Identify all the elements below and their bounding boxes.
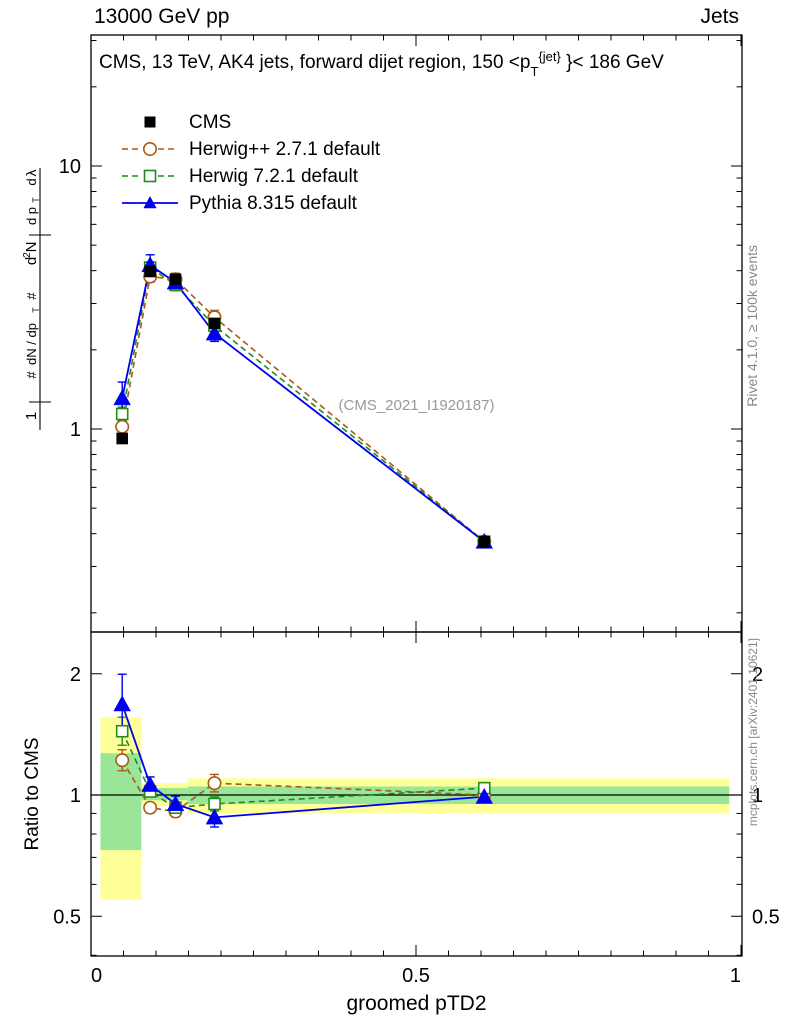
svg-text:1: 1 bbox=[70, 785, 81, 807]
svg-text:CMS: CMS bbox=[189, 112, 231, 133]
svg-text:2: 2 bbox=[70, 664, 81, 686]
svg-text:N: N bbox=[23, 242, 40, 253]
svg-text:Rivet 4.1.0, ≥ 100k events: Rivet 4.1.0, ≥ 100k events bbox=[744, 245, 760, 407]
svg-text:1: 1 bbox=[730, 965, 741, 987]
svg-text:0.5: 0.5 bbox=[53, 906, 81, 928]
svg-text:0.5: 0.5 bbox=[752, 906, 780, 928]
svg-text:dN / dp: dN / dp bbox=[24, 323, 39, 365]
svg-text:d: d bbox=[24, 178, 39, 185]
svg-text:groomed pTD2: groomed pTD2 bbox=[346, 992, 486, 1015]
svg-text:Herwig++ 2.7.1 default: Herwig++ 2.7.1 default bbox=[189, 139, 381, 160]
svg-text:Pythia 8.315 default: Pythia 8.315 default bbox=[189, 193, 358, 214]
svg-text:0.5: 0.5 bbox=[402, 965, 430, 987]
svg-text:0: 0 bbox=[91, 965, 102, 987]
svg-text:10: 10 bbox=[59, 156, 81, 178]
svg-text:Jets: Jets bbox=[700, 5, 739, 28]
svg-text:Ratio to CMS: Ratio to CMS bbox=[22, 738, 43, 851]
svg-text:1: 1 bbox=[23, 412, 40, 420]
svg-text:13000 GeV pp: 13000 GeV pp bbox=[94, 5, 229, 28]
svg-text:1: 1 bbox=[70, 419, 81, 441]
svg-text:Herwig 7.2.1 default: Herwig 7.2.1 default bbox=[189, 166, 359, 187]
svg-text:(CMS_2021_I1920187): (CMS_2021_I1920187) bbox=[339, 397, 495, 414]
svg-text:#: # bbox=[24, 292, 39, 300]
svg-text:#: # bbox=[24, 371, 39, 379]
svg-text:mcplots.cern.ch [arXiv:2401.10: mcplots.cern.ch [arXiv:2401.10621] bbox=[746, 638, 760, 826]
svg-text:T: T bbox=[31, 197, 41, 203]
svg-text:λ: λ bbox=[23, 170, 39, 177]
svg-text:d p: d p bbox=[24, 207, 39, 225]
